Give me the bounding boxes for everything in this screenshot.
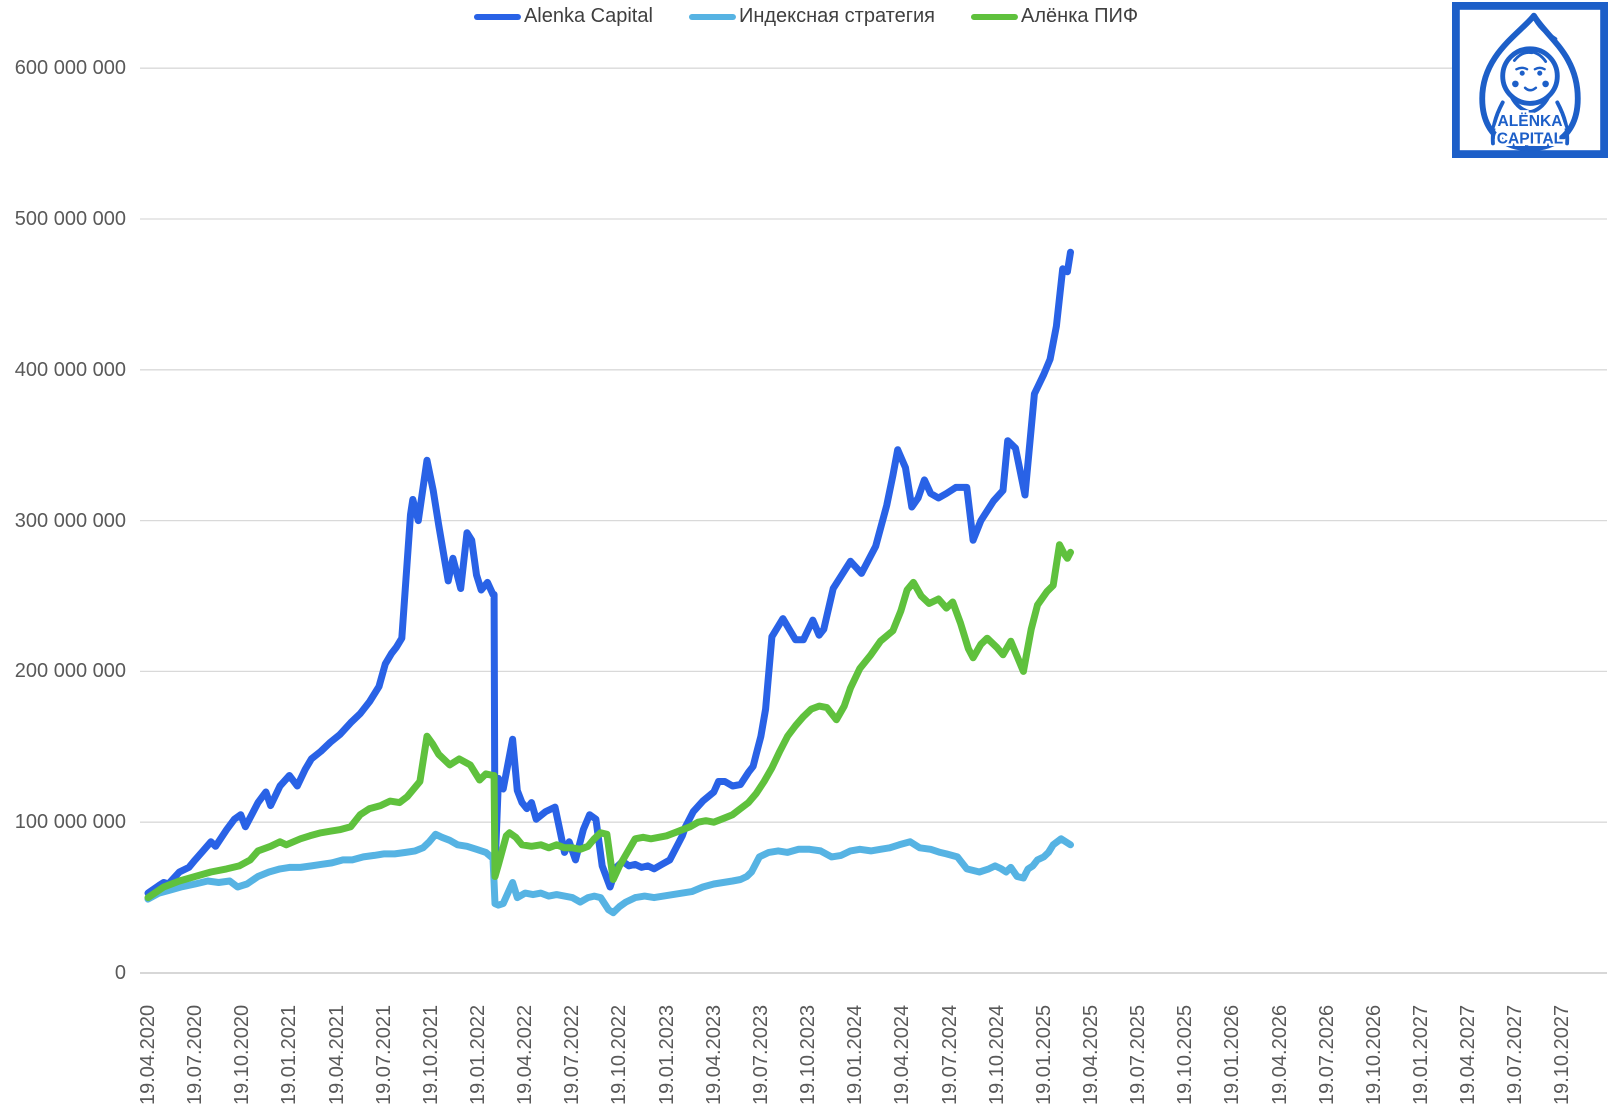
x-axis-label: 19.01.2024 bbox=[844, 1004, 866, 1105]
x-axis-label: 19.04.2026 bbox=[1269, 1004, 1291, 1105]
x-axis-label: 19.07.2027 bbox=[1504, 1004, 1526, 1105]
x-axis-label: 19.10.2025 bbox=[1174, 1004, 1196, 1105]
x-axis-label: 19.10.2022 bbox=[608, 1004, 630, 1105]
legend-label-alenka-capital: Alenka Capital bbox=[523, 5, 653, 27]
x-axis-label: 19.10.2026 bbox=[1363, 1004, 1385, 1105]
legend-label-alenka-pif: Алёнка ПИФ bbox=[1021, 5, 1139, 27]
y-axis-label: 0 bbox=[114, 962, 126, 984]
x-axis-label: 19.07.2024 bbox=[939, 1004, 961, 1105]
legend-swatch-alenka-pif bbox=[971, 13, 1019, 20]
alenka-capital-logo: ALЁNKA CAPITAL bbox=[1452, 2, 1608, 158]
x-axis-label: 19.01.2022 bbox=[467, 1004, 489, 1105]
legend-item-alenka-pif: Алёнка ПИФ bbox=[971, 5, 1138, 28]
legend-swatch-alenka-capital bbox=[473, 13, 521, 20]
y-axis-label: 500 000 000 bbox=[14, 208, 126, 230]
chart-legend: Alenka Capital Индексная стратегия Алёнк… bbox=[473, 5, 1138, 28]
legend-item-alenka-capital: Alenka Capital bbox=[473, 5, 653, 28]
x-axis-label: 19.01.2021 bbox=[278, 1004, 300, 1105]
series-line-2-алёнка-пиф bbox=[144, 541, 1074, 902]
x-axis-label: 19.10.2023 bbox=[797, 1004, 819, 1105]
series-line-0-alenka-capital bbox=[144, 248, 1074, 897]
x-axis-label: 19.04.2027 bbox=[1457, 1004, 1479, 1105]
series-line-1-индексная-стратегия bbox=[144, 830, 1074, 917]
y-axis-label: 200 000 000 bbox=[14, 660, 126, 682]
x-axis-label: 19.04.2021 bbox=[326, 1004, 348, 1105]
x-axis-label: 19.07.2022 bbox=[561, 1004, 583, 1105]
x-axis-label: 19.04.2024 bbox=[891, 1004, 913, 1105]
x-axis-label: 19.04.2022 bbox=[514, 1004, 536, 1105]
x-axis-label: 19.04.2020 bbox=[137, 1004, 159, 1105]
x-axis-label: 19.01.2023 bbox=[656, 1004, 678, 1105]
x-axis-label: 19.10.2024 bbox=[986, 1004, 1008, 1105]
x-axis-label: 19.07.2026 bbox=[1316, 1004, 1338, 1105]
x-axis-label: 19.01.2025 bbox=[1033, 1004, 1055, 1105]
x-axis-label: 19.10.2021 bbox=[420, 1004, 442, 1105]
logo-text-line2: CAPITAL bbox=[1497, 130, 1564, 147]
x-axis-label: 19.10.2027 bbox=[1551, 1004, 1573, 1105]
x-axis-label: 19.07.2025 bbox=[1127, 1004, 1149, 1105]
x-axis-label: 19.10.2020 bbox=[231, 1004, 253, 1105]
y-axis-label: 600 000 000 bbox=[14, 57, 126, 79]
x-axis-label: 19.04.2023 bbox=[703, 1004, 725, 1105]
y-axis-label: 300 000 000 bbox=[14, 510, 126, 532]
legend-item-index-strategy: Индексная стратегия bbox=[688, 5, 936, 28]
logo-text-line1: ALЁNKA bbox=[1497, 112, 1562, 130]
legend-label-index-strategy: Индексная стратегия bbox=[738, 5, 936, 27]
legend-swatch-index-strategy bbox=[688, 13, 736, 20]
x-axis-label: 19.01.2026 bbox=[1221, 1004, 1243, 1105]
x-axis-label: 19.07.2021 bbox=[373, 1004, 395, 1105]
x-axis-label: 19.07.2020 bbox=[184, 1004, 206, 1105]
y-axis-label: 100 000 000 bbox=[14, 811, 126, 833]
x-axis-label: 19.04.2025 bbox=[1080, 1004, 1102, 1105]
x-axis-label: 19.07.2023 bbox=[750, 1004, 772, 1105]
x-axis-label: 19.01.2027 bbox=[1410, 1004, 1432, 1105]
matryoshka-logo-icon: ALЁNKA CAPITAL bbox=[1452, 2, 1608, 158]
y-axis-label: 400 000 000 bbox=[14, 359, 126, 381]
